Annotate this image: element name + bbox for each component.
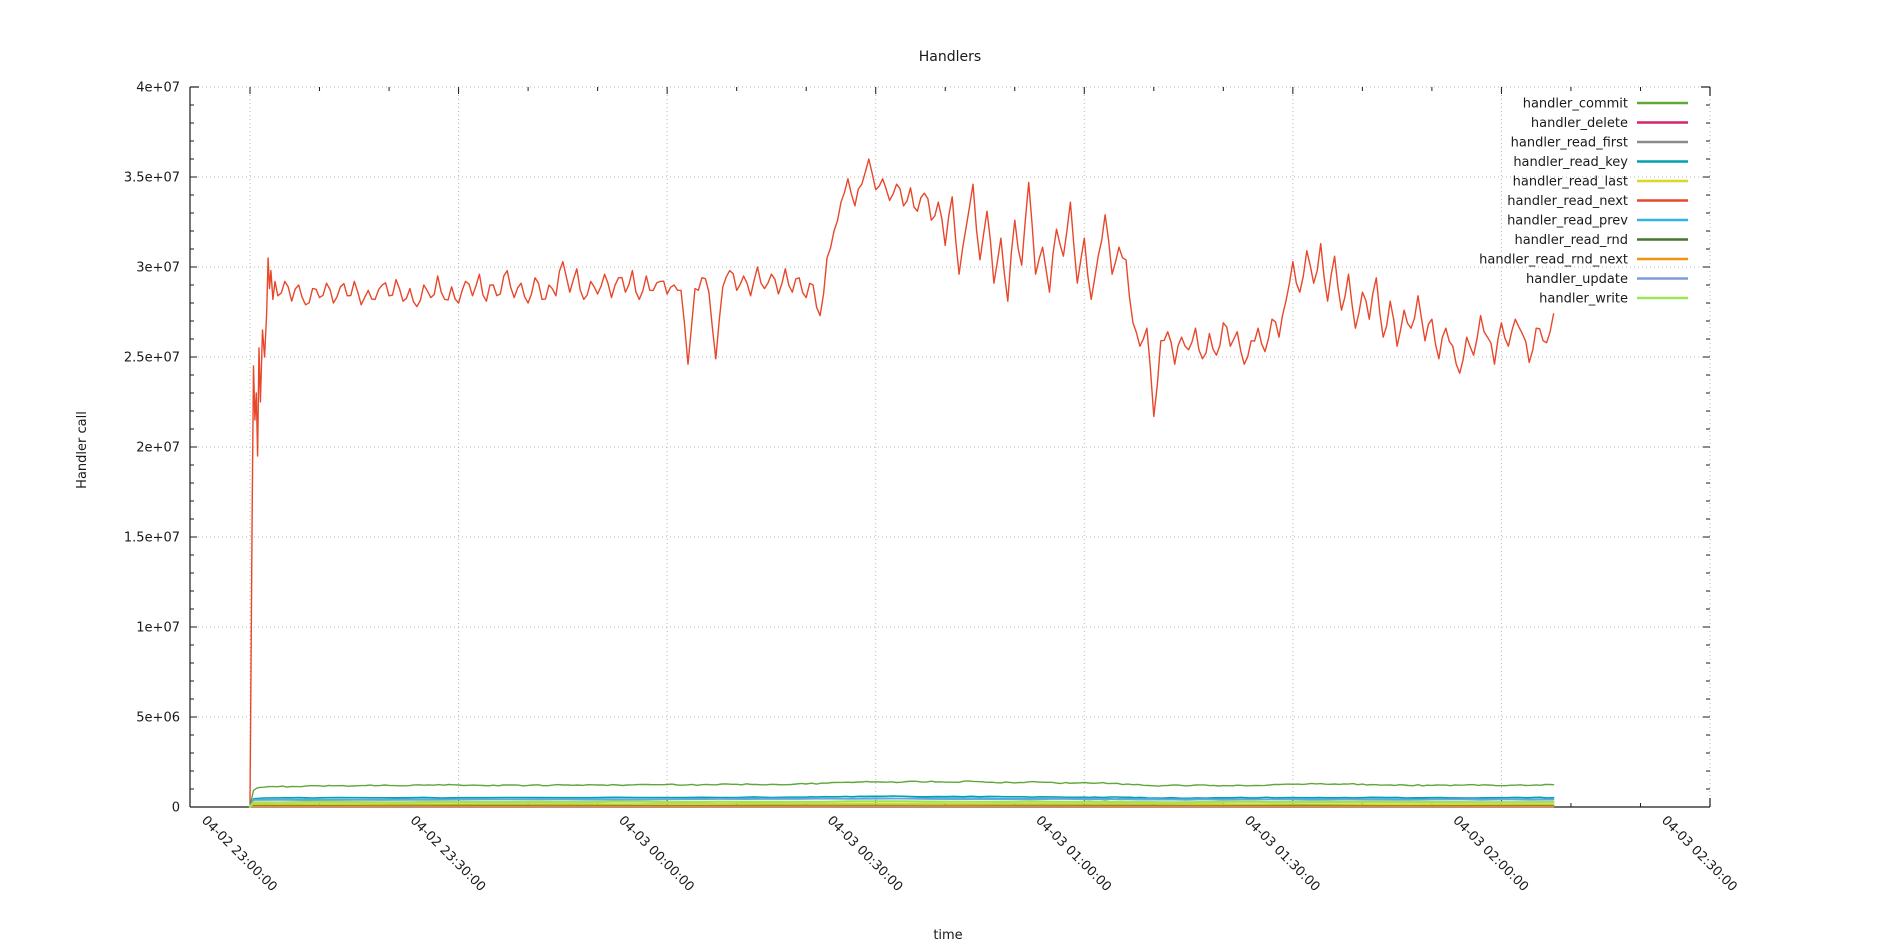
legend-label: handler_read_key: [1513, 155, 1628, 170]
x-axis-label: time: [933, 928, 962, 943]
legend-label: handler_write: [1539, 292, 1628, 307]
y-tick-label: 5e+06: [136, 711, 180, 726]
x-tick-label: 04-03 01:00:00: [1032, 813, 1114, 895]
legend-label: handler_commit: [1523, 97, 1628, 112]
series-line-handler_update: [249, 798, 1555, 808]
chart-title: Handlers: [919, 49, 981, 65]
y-tick-label: 2.5e+07: [124, 351, 180, 366]
x-tick-label: 04-03 00:30:00: [824, 813, 906, 895]
legend-label: handler_read_next: [1507, 194, 1628, 209]
series-line-handler_read_last: [249, 802, 1555, 808]
x-tick-label: 04-03 02:30:00: [1658, 813, 1740, 895]
series-line-handler_write: [248, 800, 1555, 808]
legend-label: handler_read_rnd: [1514, 233, 1628, 248]
series-line-handler_read_key: [249, 795, 1555, 808]
series-line-handler_read_rnd_next: [249, 805, 1555, 808]
x-tick-label: 04-02 23:00:00: [198, 813, 280, 895]
y-tick-label: 4e+07: [136, 81, 180, 96]
legend-label: handler_update: [1526, 272, 1628, 287]
x-tick-label: 04-03 00:00:00: [615, 813, 697, 895]
series-lines: [248, 158, 1555, 808]
series-line-handler_commit: [249, 780, 1555, 807]
x-tick-label: 04-03 02:00:00: [1450, 813, 1532, 895]
x-tick-label: 04-03 01:30:00: [1241, 813, 1323, 895]
y-tick-label: 3.5e+07: [124, 171, 180, 186]
x-tick-label: 04-02 23:30:00: [407, 813, 489, 895]
legend-label: handler_read_prev: [1507, 214, 1628, 229]
legend: handler_commit handler_delete handler_read…: [1479, 97, 1688, 307]
y-tick-label: 3e+07: [136, 261, 180, 276]
y-tick-label: 1e+07: [136, 621, 180, 636]
y-axis-label: Handler call: [75, 411, 90, 489]
series-line-handler_read_next: [249, 158, 1555, 805]
legend-label: handler_read_rnd_next: [1479, 253, 1628, 268]
grid-lines: [190, 86, 1711, 807]
legend-label: handler_delete: [1531, 116, 1628, 131]
legend-label: handler_read_first: [1511, 136, 1628, 151]
y-tick-label: 2e+07: [136, 441, 180, 456]
y-tick-label: 0: [172, 801, 180, 816]
y-tick-label: 1.5e+07: [124, 531, 180, 546]
tick-labels: 0 5e+06 1e+07 1.5e+07 2e+07 2.5e+07 3e+07 3.5e+…: [124, 81, 1740, 895]
legend-label: handler_read_last: [1513, 175, 1628, 190]
